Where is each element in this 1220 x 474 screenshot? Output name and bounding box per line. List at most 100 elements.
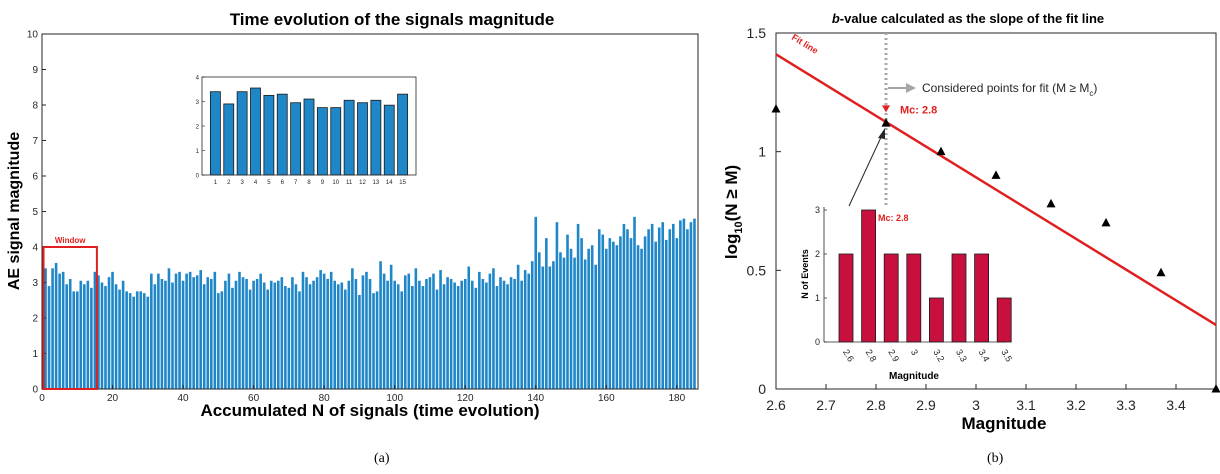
bar — [883, 253, 899, 343]
bar — [206, 277, 210, 389]
bar — [188, 271, 192, 389]
bar — [284, 286, 287, 389]
bar — [308, 284, 312, 389]
bar — [393, 280, 396, 389]
mc-label: Mc: 2.8 — [900, 104, 937, 116]
y-tick-label: 4 — [32, 243, 38, 254]
bar — [273, 282, 277, 389]
bar — [509, 277, 513, 389]
bar — [460, 280, 463, 389]
chart-a-bars — [44, 216, 696, 389]
x-tick-label: 3.4 — [977, 348, 992, 364]
bar — [449, 278, 453, 389]
inset-a-bars — [209, 87, 409, 176]
bar — [428, 277, 432, 389]
bar — [629, 238, 633, 389]
bar — [470, 280, 474, 389]
y-tick-label: 1.5 — [747, 25, 767, 41]
bar — [929, 297, 944, 343]
bar — [559, 252, 562, 389]
bar — [199, 270, 203, 389]
bar — [301, 271, 305, 389]
x-tick-label: 13 — [373, 180, 380, 186]
bar — [209, 91, 221, 176]
bar — [446, 277, 449, 389]
bar — [432, 273, 435, 389]
x-tick-label: 2 — [227, 180, 231, 186]
y-tick-label: 0 — [815, 337, 820, 347]
bar — [153, 284, 157, 389]
bar — [502, 280, 506, 389]
x-tick-label: 140 — [527, 393, 544, 404]
bar — [400, 291, 404, 389]
bar — [672, 223, 675, 389]
bar — [340, 282, 344, 389]
inset-b-ylabel: N of Events — [800, 249, 810, 299]
bar — [467, 266, 471, 389]
x-tick-label: 3.2 — [1066, 397, 1086, 413]
x-tick-label: 7 — [294, 180, 298, 186]
x-tick-label: 5 — [267, 180, 271, 186]
x-tick-label: 120 — [457, 393, 474, 404]
bar — [453, 282, 456, 389]
bar — [605, 248, 608, 389]
bar — [534, 216, 538, 389]
chart-b-title: b-value calculated as the slope of the f… — [832, 11, 1104, 26]
mc-marker — [882, 105, 890, 113]
bar — [111, 271, 114, 389]
bar — [562, 257, 566, 389]
bar — [590, 245, 594, 389]
bar — [580, 238, 583, 389]
bar — [640, 248, 643, 389]
bar — [566, 234, 569, 389]
bar — [425, 278, 428, 389]
bar — [121, 280, 125, 389]
bar — [241, 277, 245, 389]
fit-line-label: Fit line — [790, 32, 820, 56]
x-tick-label: 2.9 — [916, 397, 936, 413]
bar — [58, 273, 61, 389]
data-point — [771, 103, 781, 113]
bar — [372, 293, 375, 389]
bar — [506, 284, 509, 389]
bar — [259, 273, 262, 389]
data-point — [1156, 267, 1166, 277]
bar — [523, 270, 527, 389]
bar — [236, 91, 248, 176]
chart-b-title-rest: -value calculated as the slope of the fi… — [840, 11, 1104, 26]
y-tick-label: 10 — [27, 30, 39, 41]
bar — [686, 229, 689, 389]
bar — [407, 273, 411, 389]
bar — [530, 261, 534, 389]
x-tick-label: 12 — [359, 180, 366, 186]
x-tick-label: 3.3 — [1116, 397, 1136, 413]
x-tick-label: 20 — [107, 393, 119, 404]
considered-arrowhead — [906, 83, 916, 93]
x-tick-label: 6 — [281, 180, 285, 186]
chart-b-plot-frame — [775, 32, 1217, 390]
bar — [382, 273, 386, 389]
y-tick-label: 3 — [32, 278, 38, 289]
bar — [612, 241, 615, 389]
bar — [61, 271, 65, 389]
y-tick-label: 2 — [815, 249, 820, 259]
bar — [150, 273, 153, 389]
x-tick-label: 0 — [39, 393, 45, 404]
x-tick-label: 9 — [321, 180, 325, 186]
bar — [181, 280, 185, 389]
bar — [675, 238, 679, 389]
y-tick-label: 1 — [196, 149, 200, 155]
bar — [277, 280, 280, 389]
chart-b-ticks: 2.6 2.7 2.8 2.9 3 3.1 3.2 3.3 3.4 0 0.5 1 1.5 — [747, 25, 1186, 413]
bar — [414, 268, 418, 389]
bar — [435, 289, 439, 389]
x-tick-label: 2.7 — [816, 397, 836, 413]
bar — [44, 268, 47, 389]
bar — [495, 286, 499, 389]
bar — [255, 278, 259, 389]
bar — [537, 252, 541, 389]
x-tick-label: 2.8 — [864, 348, 879, 364]
chart-b-title-italic: b — [832, 11, 840, 26]
bar — [601, 234, 605, 389]
